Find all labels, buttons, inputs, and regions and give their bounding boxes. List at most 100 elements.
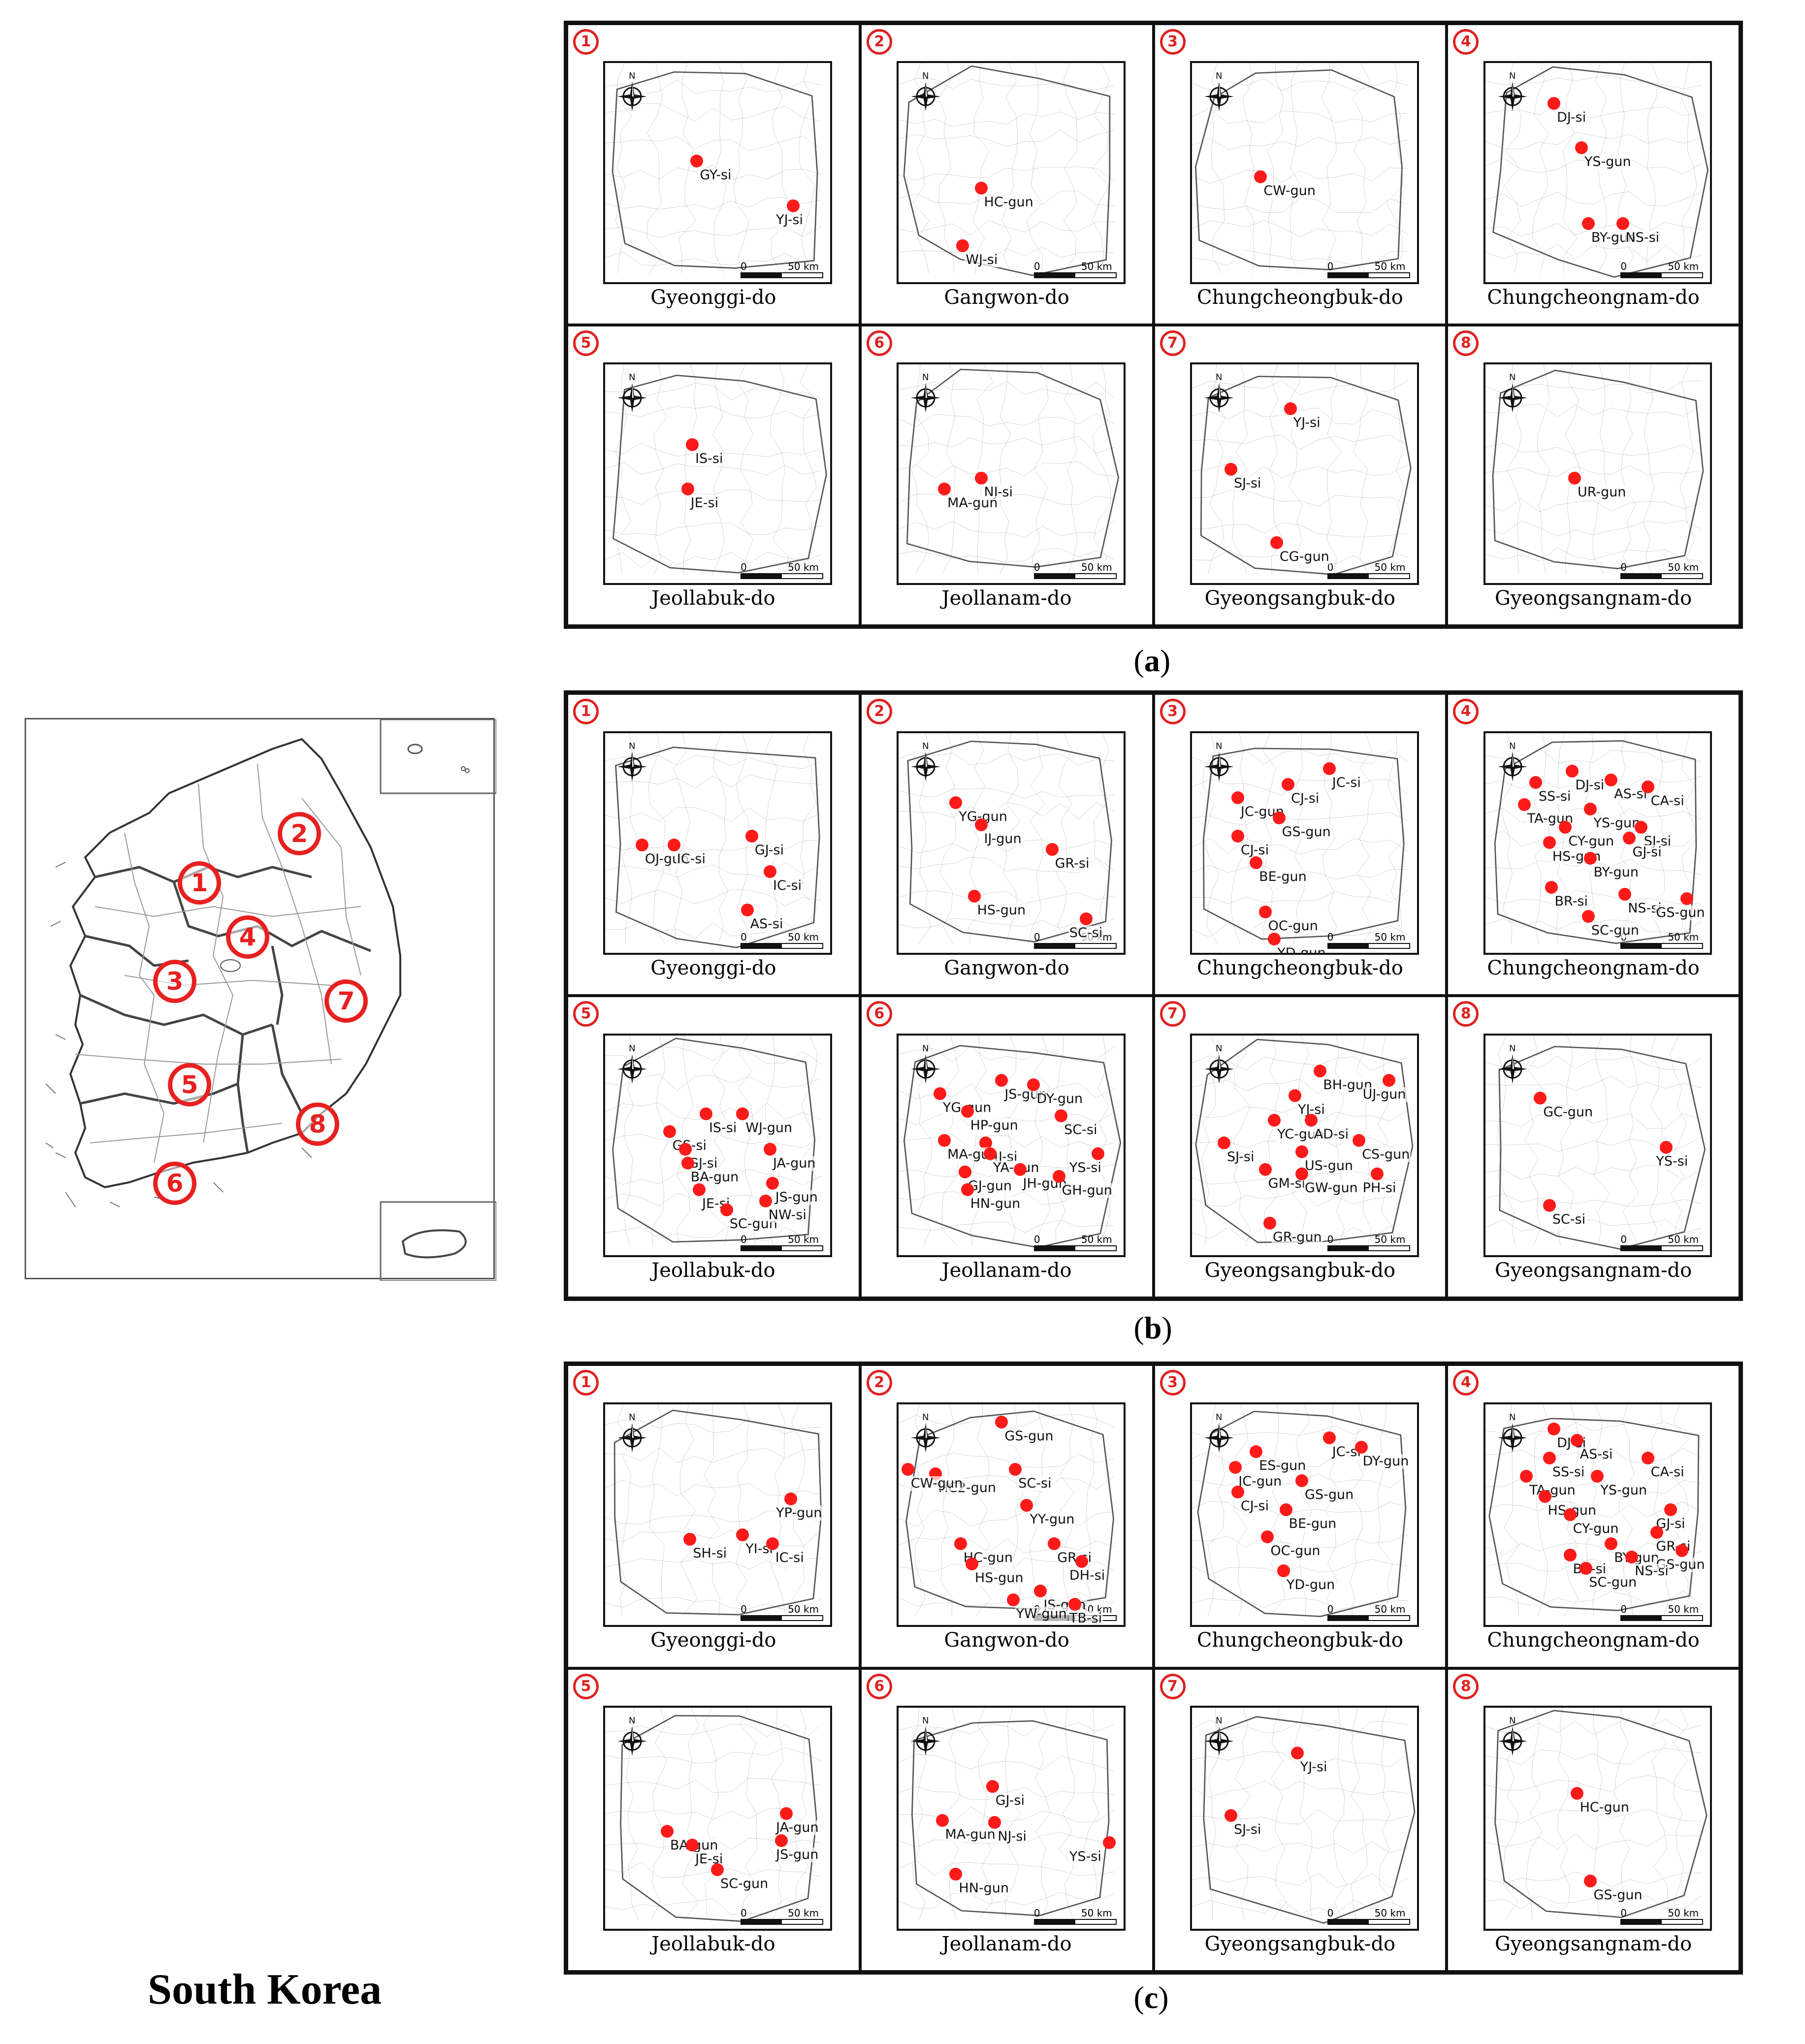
compass-icon: N — [1202, 741, 1236, 783]
sample-site-marker — [1290, 1746, 1304, 1759]
sample-site-label: GS-gun — [1281, 824, 1332, 840]
sample-site-marker — [1616, 217, 1629, 230]
sample-site-label: WJ-gun — [744, 1120, 794, 1136]
sample-site-label: SS-si — [1551, 1464, 1586, 1480]
sample-site-marker — [949, 796, 963, 809]
province-cell-6: 6 N 0 50 km GJ-si MA-gun NJ-si YS-si HN-gun Jeoll… — [860, 1668, 1154, 1972]
sample-site-marker — [1623, 832, 1636, 845]
sample-site-marker — [1224, 462, 1237, 476]
sample-site-label: HS-gun — [1551, 849, 1602, 865]
sample-site-label: BY-gun — [1613, 1550, 1660, 1565]
sample-site-label: ES-gun — [1258, 1458, 1307, 1473]
sample-site-marker — [988, 1816, 1001, 1829]
province-map: N 0 50 km HC-gun WJ-si — [897, 61, 1126, 284]
svg-text:N: N — [629, 1716, 635, 1726]
sample-site-marker — [961, 1183, 974, 1197]
sample-site-label: CJ-si — [1290, 791, 1321, 807]
svg-text:N: N — [629, 71, 635, 81]
sample-site-marker — [679, 1143, 692, 1156]
province-name: Jeollanam-do — [941, 587, 1072, 610]
sample-site-label: OC-gun — [1267, 918, 1319, 934]
province-number-badge: 5 — [573, 1673, 599, 1699]
scale-km-label: 50 km — [788, 260, 819, 272]
sample-site-marker — [779, 1807, 793, 1820]
compass-icon: N — [908, 741, 943, 783]
scale-zero-label: 0 — [1620, 1603, 1627, 1616]
sample-site-marker — [1538, 1490, 1551, 1503]
sample-site-label: IC-si — [772, 878, 803, 894]
scale-zero-label: 0 — [741, 1233, 747, 1246]
figure-panel-b: 1 N 0 50 km OJ-gun IC-si GJ-si IC-si AS-si Gyeong… — [564, 690, 1743, 1301]
sample-site-marker — [901, 1463, 914, 1476]
sample-site-marker — [1250, 856, 1263, 870]
scale-zero-label: 0 — [741, 931, 747, 943]
sample-site-label: YS-gun — [1583, 154, 1632, 170]
sample-site-marker — [954, 1537, 967, 1550]
sample-site-label: GR-gun — [1271, 1230, 1323, 1245]
sample-site-label: SC-si — [1068, 925, 1104, 941]
sample-site-marker — [1659, 1140, 1673, 1154]
sample-site-label: MA-gun — [946, 495, 999, 511]
svg-text:N: N — [1216, 1043, 1222, 1054]
scale-zero-label: 0 — [1033, 260, 1040, 272]
scale-bar: 050 km — [1620, 931, 1704, 951]
sample-site-label: YS-gun — [1599, 1482, 1648, 1498]
province-number-badge: 8 — [1453, 1001, 1479, 1027]
sample-site-marker — [979, 1136, 992, 1149]
sample-site-marker — [1563, 1508, 1577, 1521]
sample-site-marker — [686, 438, 699, 451]
province-map: N 0 50 km YP-gun YI-si SH-si IC-si — [603, 1402, 833, 1627]
sample-site-marker — [683, 1532, 697, 1546]
scale-km-label: 50 km — [788, 1603, 819, 1616]
province-number-badge: 2 — [866, 29, 892, 55]
scale-zero-label: 0 — [741, 1907, 747, 1919]
sample-site-label: SS-si — [1537, 788, 1572, 804]
sample-site-label: NS-si — [1624, 230, 1661, 246]
sample-site-marker — [995, 1073, 1008, 1087]
scale-km-label: 50 km — [1374, 931, 1406, 943]
sample-site-marker — [720, 1203, 733, 1217]
scale-zero-label: 0 — [1033, 561, 1040, 574]
sample-site-marker — [933, 1087, 946, 1100]
sample-site-marker — [1295, 1168, 1309, 1181]
province-name: Jeollabuk-do — [651, 1259, 775, 1282]
sample-site-marker — [1591, 1469, 1604, 1483]
sample-site-marker — [1304, 1114, 1318, 1127]
compass-icon: N — [1202, 1716, 1236, 1758]
province-name: Gyeongsangnam-do — [1495, 1259, 1692, 1282]
sample-site-marker — [711, 1863, 724, 1876]
province-name: Gyeongsangnam-do — [1495, 587, 1692, 610]
region-marker-2: 2 — [278, 812, 321, 855]
sample-site-marker — [1295, 1145, 1309, 1158]
sample-site-marker — [1277, 1564, 1290, 1577]
province-name: Chungcheongbuk-do — [1196, 286, 1403, 309]
scale-zero-label: 0 — [1620, 1907, 1627, 1919]
sample-site-label: HP-gun — [969, 1118, 1019, 1134]
sample-site-label: CW-gun — [1262, 183, 1317, 199]
sample-site-label: GC-gun — [1542, 1104, 1594, 1120]
compass-icon: N — [1202, 1043, 1236, 1086]
sample-site-label: GY-si — [699, 167, 733, 183]
sample-site-marker — [693, 1183, 706, 1197]
sample-site-marker — [1295, 1474, 1309, 1488]
scale-km-label: 50 km — [788, 931, 819, 943]
sample-site-marker — [635, 838, 648, 851]
province-map: N 0 50 km JC-si JC-gun CJ-si GS-gun CJ-si BE-gun… — [1190, 731, 1419, 955]
sample-site-marker — [1224, 1809, 1237, 1822]
province-number-badge: 6 — [866, 330, 892, 356]
sample-site-label: MA-gun — [944, 1826, 997, 1842]
svg-text:N: N — [1216, 1412, 1222, 1423]
sample-site-marker — [1579, 1562, 1593, 1575]
sample-site-label: YS-si — [1655, 1153, 1689, 1169]
sample-site-marker — [1650, 1526, 1664, 1539]
province-map: N 0 50 km UR-gun — [1483, 362, 1712, 585]
province-name: Jeollanam-do — [941, 1932, 1072, 1955]
sample-site-label: GJ-si — [1631, 844, 1663, 860]
